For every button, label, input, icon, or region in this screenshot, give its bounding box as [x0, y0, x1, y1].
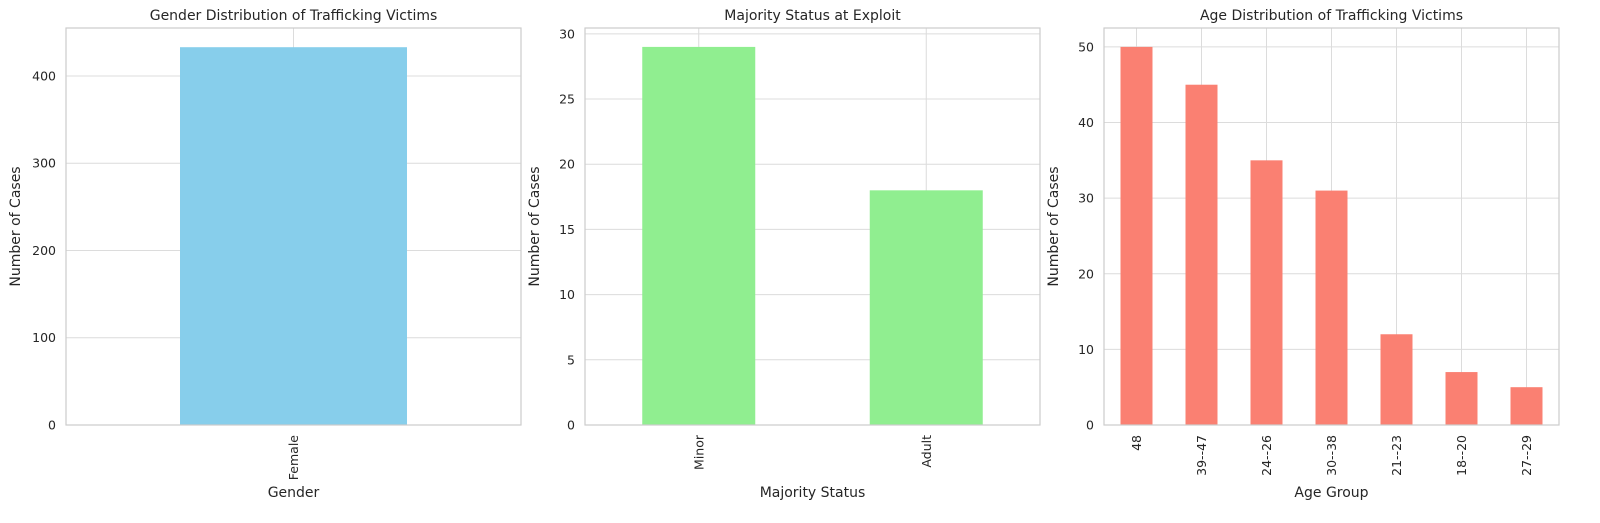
y-axis-label: Number of Cases — [527, 166, 543, 286]
y-tick-label: 200 — [32, 243, 56, 258]
y-tick-label: 0 — [567, 418, 575, 433]
x-tick-label: 21--23 — [1389, 435, 1404, 476]
y-tick-label: 100 — [32, 330, 56, 345]
plot-frame — [1103, 27, 1560, 426]
bar-39--47 — [1185, 84, 1218, 425]
x-tick-label: 27--29 — [1519, 435, 1534, 476]
chart-panel-3: 0 10 20 30 40 50 48 39--47 24--26 30--38 21--23 18-… — [1046, 8, 1560, 501]
y-tick-label: 10 — [1078, 342, 1094, 357]
bar-27--29 — [1510, 387, 1543, 425]
x-axis-label: Majority Status — [760, 485, 866, 501]
y-tick-label: 5 — [567, 352, 575, 367]
y-tick-label: 10 — [559, 287, 575, 302]
bar-18--20 — [1445, 372, 1478, 425]
x-axis-label: Gender — [268, 485, 320, 501]
y-tick-label: 0 — [48, 418, 56, 433]
y-tick-label: 40 — [1078, 115, 1094, 130]
x-tick-label: 30--38 — [1324, 435, 1339, 476]
x-tick-label: 48 — [1129, 435, 1144, 451]
x-axis-label: Age Group — [1294, 485, 1368, 501]
y-tick-label: 300 — [32, 156, 56, 171]
y-axis-label: Number of Cases — [1046, 166, 1062, 286]
y-axis-label: Number of Cases — [8, 166, 24, 286]
y-tick-label: 30 — [559, 26, 575, 41]
y-tick-label: 25 — [559, 92, 575, 107]
x-tick-label: Adult — [919, 435, 934, 468]
bar-30--38 — [1315, 190, 1348, 425]
y-tick-label: 50 — [1078, 39, 1094, 54]
x-tick-label: Female — [286, 435, 301, 481]
y-tick-label: 15 — [559, 222, 575, 237]
bar-Female — [180, 47, 407, 425]
y-tick-label: 30 — [1078, 191, 1094, 206]
y-tick-label: 20 — [1078, 266, 1094, 281]
x-tick-label: 24--26 — [1259, 435, 1274, 476]
plot-frame — [65, 27, 522, 426]
bar-24--26 — [1250, 160, 1283, 426]
y-tick-label: 20 — [559, 157, 575, 172]
y-tick-label: 400 — [32, 68, 56, 83]
bar-Adult — [869, 190, 983, 425]
x-tick-label: 39--47 — [1194, 435, 1209, 476]
y-tick-label: 0 — [1086, 418, 1094, 433]
chart-title: Majority Status at Exploit — [724, 8, 901, 24]
bar-48 — [1120, 46, 1153, 426]
x-tick-label: 18--20 — [1454, 435, 1469, 476]
x-tick-label: Minor — [691, 434, 706, 470]
bar-21--23 — [1380, 334, 1413, 425]
chart-title: Age Distribution of Trafficking Victims — [1200, 8, 1463, 24]
bar-Minor — [642, 46, 756, 426]
plot-frame — [584, 27, 1041, 426]
chart-panel-2: 0 5 10 15 20 25 30 Minor Adult Majority Status at… — [527, 8, 1041, 501]
chart-title: Gender Distribution of Trafficking Victi… — [150, 8, 438, 24]
chart-panel-1: 0 100 200 300 400 Female Gender Distribution o… — [8, 8, 522, 501]
